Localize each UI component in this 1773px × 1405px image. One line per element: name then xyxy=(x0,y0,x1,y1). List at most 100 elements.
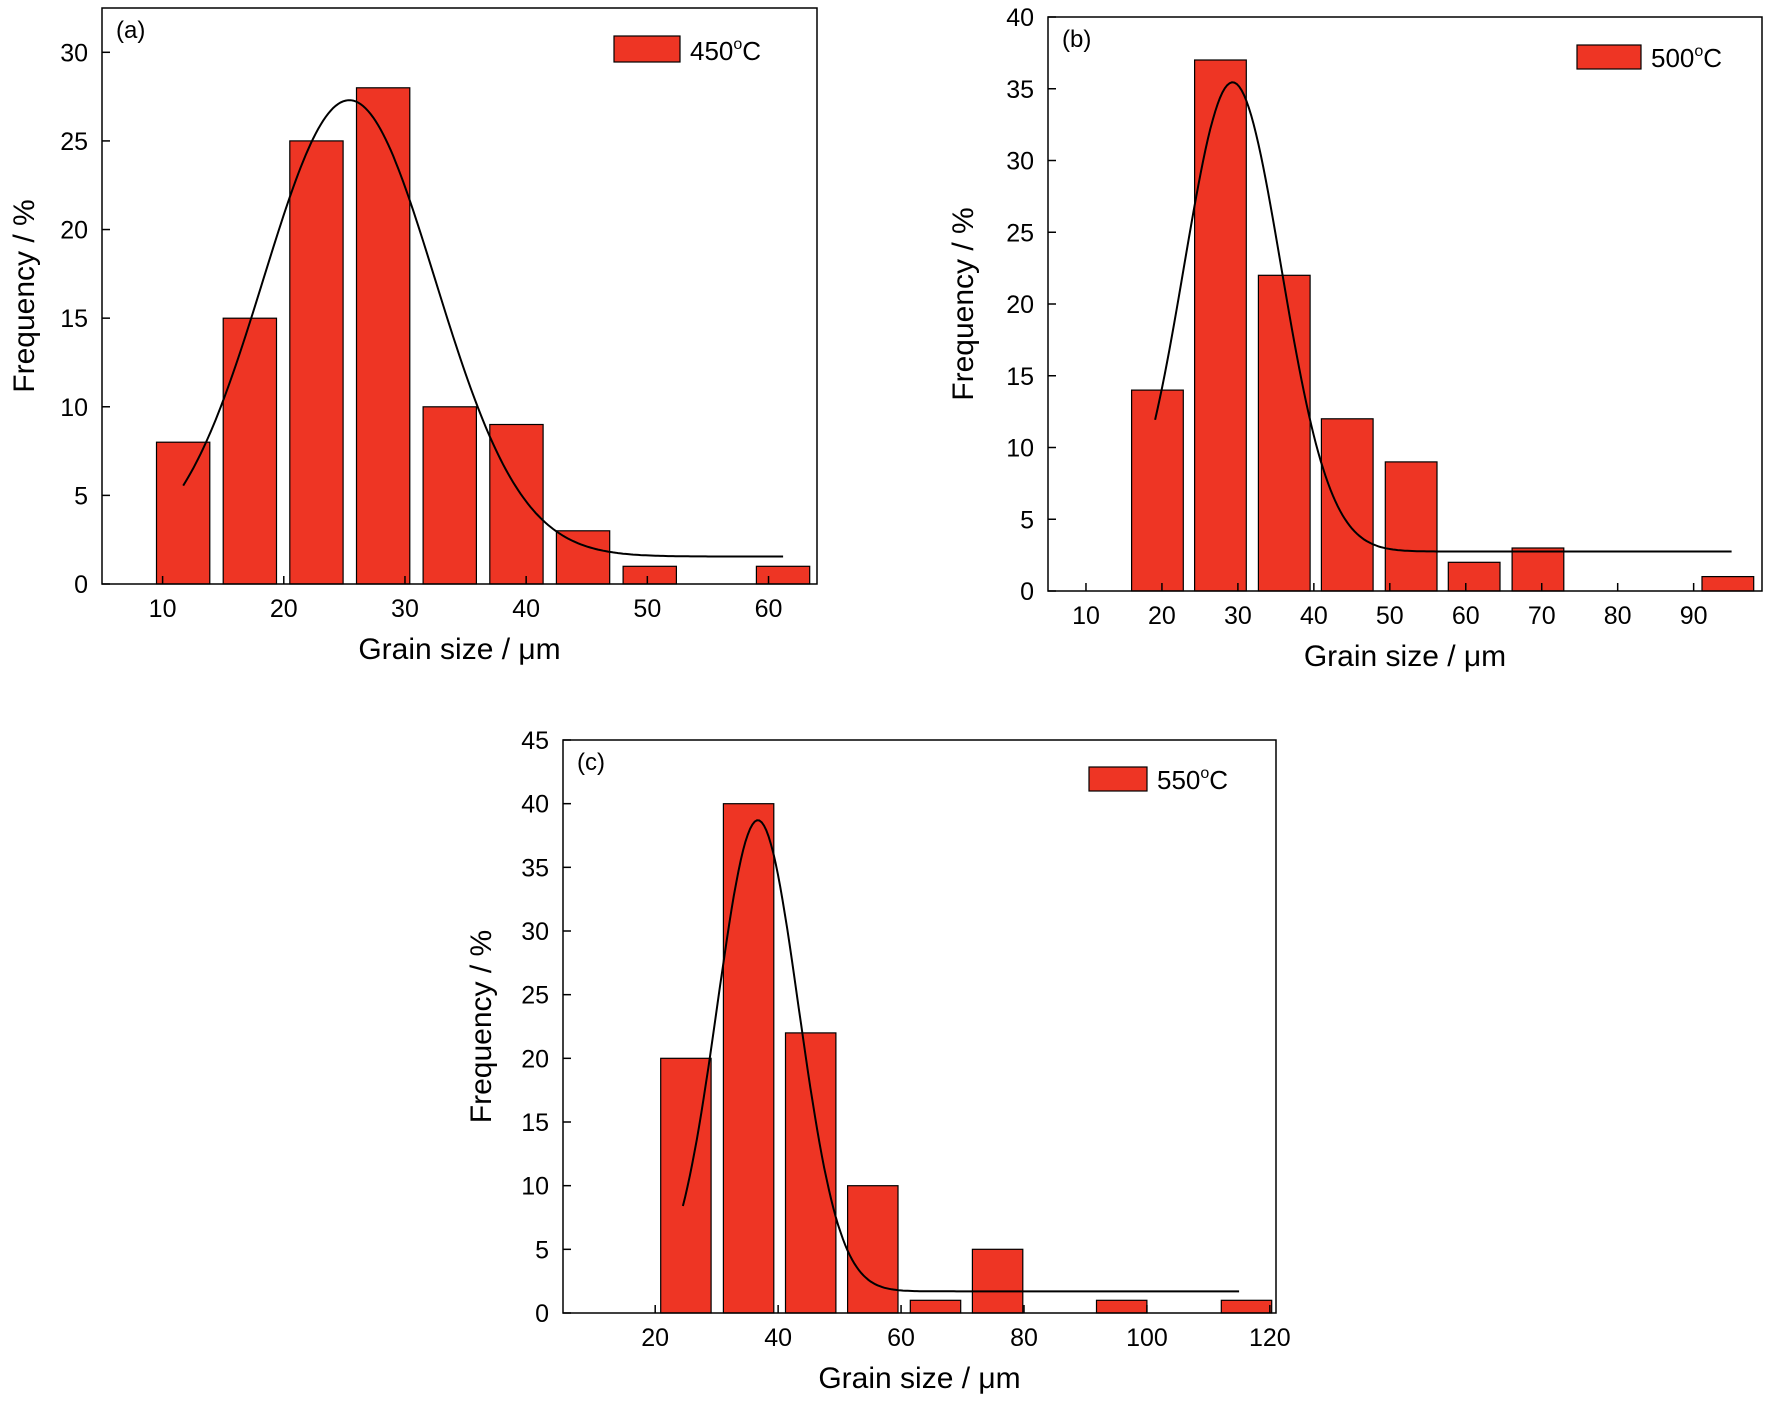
panel-label: (c) xyxy=(577,749,605,776)
y-tick-label: 15 xyxy=(60,305,88,333)
y-tick-label: 5 xyxy=(1020,506,1034,534)
plot-frame xyxy=(101,7,818,585)
x-tick-label: 80 xyxy=(1010,1324,1038,1352)
legend-unit: C xyxy=(1209,765,1228,795)
y-tick-label: 15 xyxy=(1006,363,1034,391)
legend-degree-sign: o xyxy=(1694,43,1703,60)
histogram-bar xyxy=(909,1299,962,1314)
x-tick-label: 40 xyxy=(1300,602,1328,630)
panel-b: 10 20 30 40 50 60 70 80 90 0 5 10 15 20 25 30 35 40 Grain … xyxy=(947,4,1763,673)
y-tick-label: 25 xyxy=(1006,219,1034,247)
histogram-bar xyxy=(971,1248,1024,1314)
x-tick-label: 60 xyxy=(887,1324,915,1352)
histogram-bar xyxy=(1320,418,1374,592)
x-tick-label: 40 xyxy=(512,595,540,623)
y-tick-label: 15 xyxy=(521,1109,549,1137)
y-tick-label: 10 xyxy=(1006,435,1034,463)
x-tick-label: 60 xyxy=(755,595,783,623)
histogram-bar xyxy=(155,441,211,585)
plot-frame xyxy=(562,739,1277,1314)
histogram-bar xyxy=(755,565,811,585)
histogram-bar xyxy=(1220,1299,1273,1314)
legend-swatch xyxy=(1576,44,1642,70)
y-tick-label: 0 xyxy=(1020,578,1034,606)
x-tick-label: 30 xyxy=(1224,602,1252,630)
y-axis-title: Frequency / % xyxy=(8,199,41,392)
y-tick-label: 35 xyxy=(1006,76,1034,104)
x-tick-label: 20 xyxy=(270,595,298,623)
legend-label: 550oC xyxy=(1157,765,1228,795)
x-tick-label: 120 xyxy=(1249,1324,1291,1352)
y-tick-label: 30 xyxy=(521,918,549,946)
y-tick-label: 40 xyxy=(1006,4,1034,32)
x-tick-label: 60 xyxy=(1452,602,1480,630)
x-tick-label: 90 xyxy=(1680,602,1708,630)
legend-unit: C xyxy=(1703,43,1722,73)
histogram-bar xyxy=(1447,561,1501,592)
y-tick-label: 25 xyxy=(60,128,88,156)
y-tick-label: 20 xyxy=(521,1045,549,1073)
y-tick-label: 35 xyxy=(521,854,549,882)
x-tick-label: 10 xyxy=(149,595,177,623)
gaussian-fit-line xyxy=(1154,81,1732,553)
y-tick-label: 0 xyxy=(74,571,88,599)
x-axis-title: Grain size / μm xyxy=(818,1362,1020,1395)
x-tick-label: 80 xyxy=(1604,602,1632,630)
y-tick-label: 30 xyxy=(60,39,88,67)
legend-swatch xyxy=(613,35,681,63)
histogram-bar xyxy=(1257,274,1311,592)
y-tick-label: 30 xyxy=(1006,148,1034,176)
y-tick-label: 5 xyxy=(535,1236,549,1264)
histogram-bar xyxy=(846,1185,899,1314)
y-tick-label: 20 xyxy=(1006,291,1034,319)
histogram-bar xyxy=(622,565,677,585)
gaussian-fit-line xyxy=(681,819,1240,1293)
legend-swatch xyxy=(1088,766,1148,792)
histogram-bar xyxy=(1193,59,1247,592)
y-tick-label: 10 xyxy=(60,394,88,422)
legend-temperature: 500 xyxy=(1651,43,1694,73)
histogram-bar xyxy=(1701,575,1755,592)
panel-a: 10 20 30 40 50 60 0 5 10 15 20 25 30 Grain size / μm F… xyxy=(8,7,818,666)
panel-c: 20 40 60 80 100 120 0 5 10 15 20 25 30 35 40 45 Grain si… xyxy=(465,727,1291,1395)
histogram-bar xyxy=(355,87,411,585)
x-tick-label: 50 xyxy=(1376,602,1404,630)
panel-label: (b) xyxy=(1062,26,1091,53)
gaussian-fit-line xyxy=(182,99,784,558)
y-tick-label: 25 xyxy=(521,982,549,1010)
y-tick-label: 10 xyxy=(521,1173,549,1201)
histogram-bar xyxy=(289,140,344,585)
histogram-bar xyxy=(784,1032,837,1314)
y-tick-label: 40 xyxy=(521,791,549,819)
histogram-bar xyxy=(722,803,775,1314)
y-tick-label: 45 xyxy=(521,727,549,755)
histogram-bar xyxy=(1095,1299,1148,1314)
histogram-bar xyxy=(555,530,611,585)
x-tick-label: 100 xyxy=(1126,1324,1168,1352)
histogram-bar xyxy=(222,317,278,585)
x-tick-label: 20 xyxy=(641,1324,669,1352)
x-axis-title: Grain size / μm xyxy=(1304,640,1506,673)
legend-label: 500oC xyxy=(1651,43,1722,73)
y-axis-title: Frequency / % xyxy=(947,207,980,400)
legend-temperature: 550 xyxy=(1157,765,1200,795)
y-axis-title: Frequency / % xyxy=(465,930,498,1123)
legend-label: 450oC xyxy=(690,36,761,66)
legend-degree-sign: o xyxy=(733,36,742,53)
histogram-bar xyxy=(422,406,478,585)
x-tick-label: 40 xyxy=(764,1324,792,1352)
histogram-bar xyxy=(1384,461,1438,592)
x-tick-label: 50 xyxy=(633,595,661,623)
histogram-bar xyxy=(1511,547,1565,592)
x-tick-label: 70 xyxy=(1528,602,1556,630)
y-tick-label: 20 xyxy=(60,217,88,245)
x-tick-label: 30 xyxy=(391,595,419,623)
x-tick-label: 20 xyxy=(1148,602,1176,630)
legend-degree-sign: o xyxy=(1200,765,1209,782)
legend-unit: C xyxy=(742,36,761,66)
x-axis-title: Grain size / μm xyxy=(358,633,560,666)
x-tick-label: 10 xyxy=(1072,602,1100,630)
y-tick-label: 0 xyxy=(535,1300,549,1328)
